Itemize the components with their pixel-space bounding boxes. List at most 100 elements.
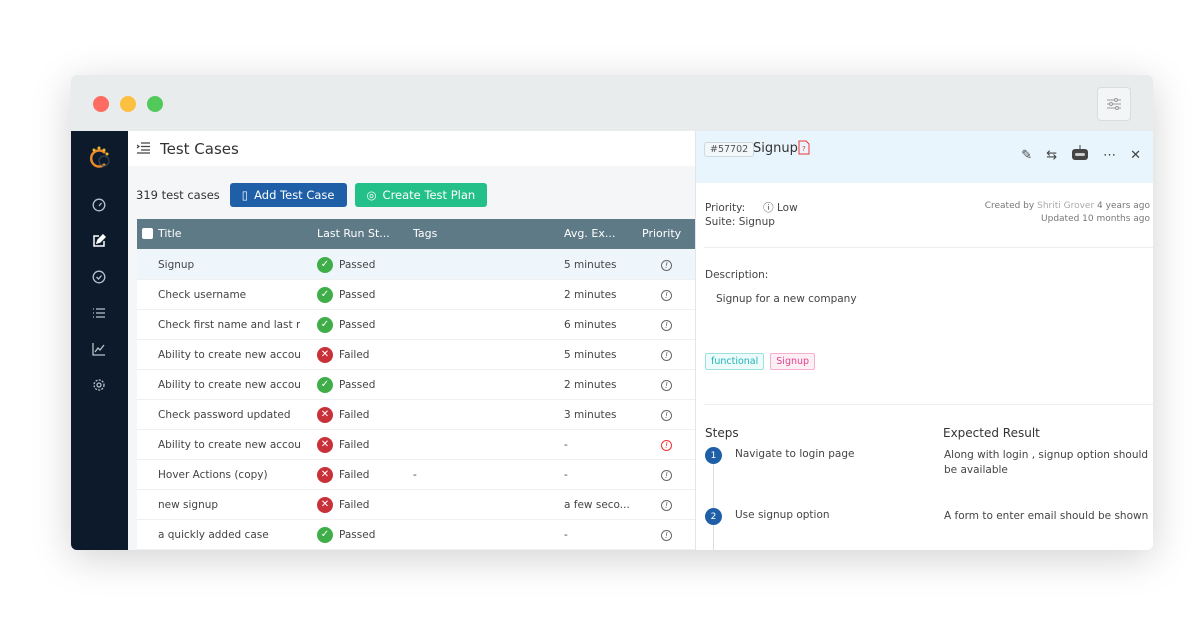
tags-cell: - (413, 460, 417, 490)
row-title[interactable]: Signup (158, 259, 195, 271)
status-cell: ✓ Passed (317, 310, 375, 340)
table-row[interactable]: Check username ✓Passed functional 2 minu… (137, 280, 695, 310)
priority-icon: ! (661, 350, 672, 361)
row-title[interactable]: Check password updated (158, 409, 291, 421)
table-row[interactable]: Hover Actions (copy) ✕ Failed - - ! (137, 460, 695, 490)
avg-exec-time: 3 minutes (564, 409, 617, 421)
close-icon[interactable]: ✕ (1130, 147, 1141, 163)
status-cell: ✕ Failed (317, 490, 369, 520)
detail-title: Signup (753, 141, 798, 156)
file-add-icon: ▯ (241, 188, 249, 202)
test-case-count: 319 test cases (136, 188, 220, 202)
gear-icon[interactable] (90, 376, 108, 394)
row-title[interactable]: Ability to create new account (158, 349, 300, 361)
svg-text:?: ? (802, 145, 806, 153)
check-circle-icon: ✓ (317, 527, 333, 543)
check-circle-icon: ✓ (317, 257, 333, 273)
no-tags: - (413, 469, 417, 481)
test-case-detail-panel: #57702 Signup ? ✎ ⇆ ⋯ ✕ Priority: ⓘ Low S… (695, 131, 1153, 550)
edit-button[interactable]: ✎ (1021, 147, 1033, 163)
column-priority[interactable]: Priority (642, 227, 682, 240)
window-close-button[interactable] (93, 96, 109, 112)
create-test-plan-button[interactable]: ◎ Create Test Plan (354, 183, 488, 207)
table-row[interactable]: Check password updated ✕Failed functiona… (137, 400, 695, 430)
status-cell: ✕ Failed (317, 430, 369, 460)
status-text: Passed (339, 319, 376, 331)
select-all-checkbox[interactable] (142, 228, 153, 239)
edit-icon[interactable] (90, 232, 108, 250)
check-circle-icon: ✓ (317, 377, 333, 393)
status-text: Failed (339, 439, 370, 451)
row-title[interactable]: Check username (158, 289, 247, 301)
priority-icon: ! (661, 380, 672, 391)
table-row[interactable]: Ability to create new account ✕Failed in… (137, 430, 695, 460)
priority-icon: ! (661, 290, 672, 301)
swap-icon[interactable]: ⇆ (1046, 147, 1058, 163)
description-label: Description: (705, 269, 769, 281)
column-last-run-status[interactable]: Last Run St... (317, 227, 390, 240)
expected-result-text: A form to enter email should be shown (944, 510, 1149, 522)
collapse-menu-icon[interactable] (136, 140, 150, 158)
column-tags[interactable]: Tags (413, 227, 438, 240)
dashboard-icon[interactable] (90, 196, 108, 214)
robot-icon[interactable] (1071, 145, 1089, 165)
check-circle-icon: ✓ (317, 287, 333, 303)
table-row[interactable]: new signup ✕Failed automatedregression a… (137, 490, 695, 520)
row-title[interactable]: Check first name and last nai (158, 319, 300, 331)
priority-icon: ! (661, 440, 672, 451)
tag[interactable]: Signup (770, 353, 816, 370)
column-avg-execution[interactable]: Avg. Ex... (564, 227, 616, 240)
suite-label: Suite: Signup (705, 216, 775, 228)
window-maximize-button[interactable] (147, 96, 163, 112)
window-minimize-button[interactable] (120, 96, 136, 112)
avg-exec-time: a few seco... (564, 499, 629, 511)
row-title[interactable]: new signup (158, 499, 219, 511)
status-text: Passed (339, 289, 376, 301)
description-text: Signup for a new company (716, 293, 857, 305)
row-title[interactable]: Hover Actions (copy) (158, 469, 268, 481)
x-circle-icon: ✕ (317, 467, 333, 483)
table-row[interactable]: Ability to create new account ✕Failed ui… (137, 340, 695, 370)
table-row[interactable]: a quickly added case ✓Passed functional … (137, 520, 695, 550)
status-text: Passed (339, 259, 376, 271)
x-circle-icon: ✕ (317, 347, 333, 363)
chart-icon[interactable] (90, 340, 108, 358)
creator-link[interactable]: Shriti Grover (1037, 201, 1095, 211)
check-circle-icon: ✓ (317, 317, 333, 333)
table-row[interactable]: Check first name and last nai ✓Passed au… (137, 310, 695, 340)
detail-tags: functional Signup (705, 349, 821, 370)
status-text: Failed (339, 349, 370, 361)
status-cell: ✓ Passed (317, 370, 375, 400)
row-title[interactable]: Ability to create new account (158, 439, 300, 451)
status-cell: ✓ Passed (317, 280, 375, 310)
app-logo (90, 146, 110, 168)
x-circle-icon: ✕ (317, 407, 333, 423)
step-number: 2 (705, 508, 722, 525)
row-title[interactable]: a quickly added case (158, 529, 269, 541)
steps-heading: Steps (705, 426, 739, 440)
row-title[interactable]: Ability to create new account (158, 379, 300, 391)
priority-icon: ! (661, 320, 672, 331)
status-text: Failed (339, 469, 370, 481)
list-icon[interactable] (90, 304, 108, 322)
updated-time: Updated 10 months ago (1041, 214, 1150, 224)
column-title[interactable]: Title (158, 227, 182, 240)
sidebar (71, 131, 128, 550)
add-test-case-button[interactable]: ▯ Add Test Case (229, 183, 347, 207)
avg-exec-time: - (564, 469, 568, 481)
check-circle-icon[interactable] (90, 268, 108, 286)
status-cell: ✕ Failed (317, 400, 369, 430)
table-row[interactable]: Ability to create new account ✓Passed au… (137, 370, 695, 400)
created-ago: 4 years ago (1097, 201, 1150, 211)
tag[interactable]: functional (705, 353, 765, 370)
priority-icon: ! (661, 500, 672, 511)
priority-icon: ! (661, 410, 672, 421)
app-window: Test Cases 319 test cases ▯ Add Test Case… (71, 75, 1153, 550)
more-options-button[interactable]: ⋯ (1103, 147, 1117, 163)
settings-sliders-button[interactable] (1097, 87, 1131, 121)
priority-icon: ! (661, 260, 672, 271)
x-circle-icon: ✕ (317, 497, 333, 513)
expected-result-heading: Expected Result (943, 426, 1040, 440)
